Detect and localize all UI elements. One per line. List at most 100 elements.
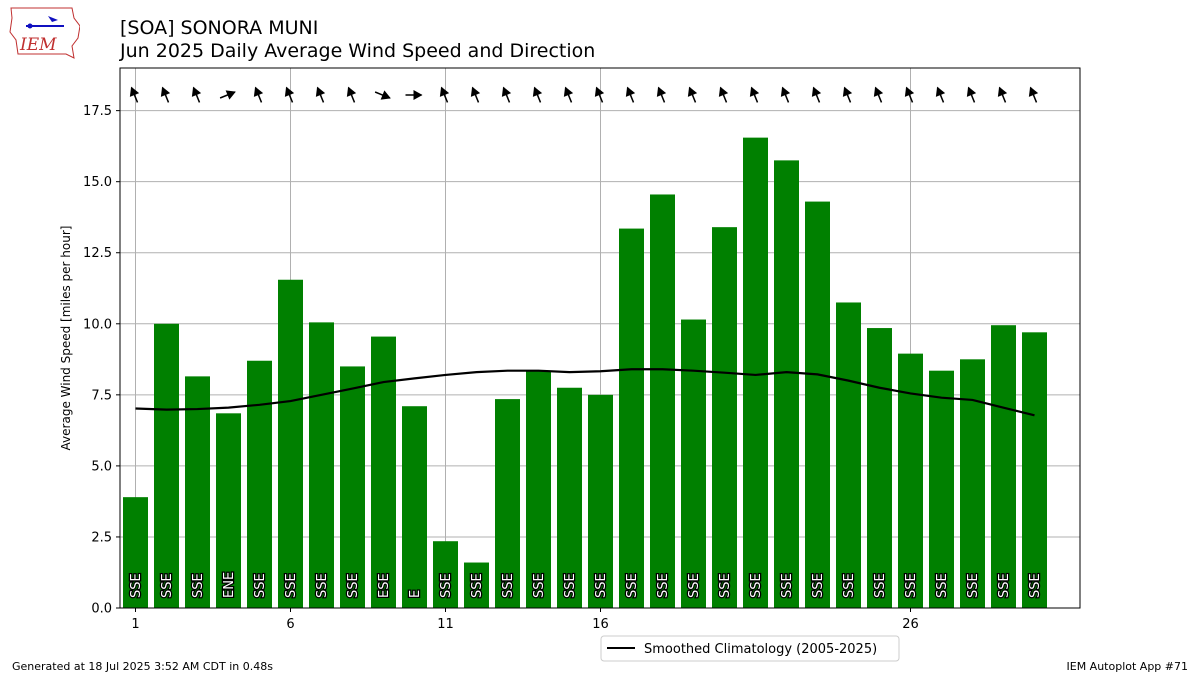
direction-label-day-2: SSE [160,573,175,598]
bar-day-1 [123,497,148,608]
direction-label-day-7: SSE [315,573,330,598]
direction-label-day-10: E [408,590,423,598]
direction-label-day-18: SSE [656,573,671,598]
y-tick-label: 15.0 [83,175,112,190]
direction-label-day-5: SSE [253,573,268,598]
bar-day-21 [743,137,768,608]
direction-label-day-13: SSE [501,573,516,598]
legend-box [600,635,900,662]
bar-day-6 [278,279,303,608]
iem-logo-graphic: IEM [9,7,80,59]
station-title: [SOA] SONORA MUNI [120,17,319,39]
direction-label-day-27: SSE [935,573,950,598]
direction-arrow-day-26 [904,86,915,103]
direction-label-day-6: SSE [284,573,299,598]
legend[interactable]: Smoothed Climatology (2005-2025) [600,635,900,662]
y-tick-label: 17.5 [83,104,112,119]
direction-label-day-16: SSE [594,573,609,598]
bar-day-27 [929,370,954,608]
direction-label-day-3: SSE [191,573,206,598]
y-tick-label: 10.0 [83,317,112,332]
y-tick-label: 12.5 [83,246,112,261]
direction-arrow-day-23 [811,86,822,103]
chart-title: Jun 2025 Daily Average Wind Speed and Di… [120,40,596,62]
direction-arrow-day-29 [997,86,1008,103]
direction-arrow-day-12 [470,86,481,103]
bar-day-20 [712,227,737,608]
y-tick-label: 0.0 [91,602,112,617]
x-tick-label: 1 [131,617,139,632]
direction-label-day-20: SSE [718,573,733,598]
bar-day-29 [991,325,1016,608]
bar-day-11 [433,541,458,608]
direction-arrow-day-15 [563,86,574,103]
bar-day-3 [185,376,210,608]
bars [123,137,1047,609]
direction-label-day-24: SSE [842,573,857,598]
direction-arrow-day-13 [501,86,512,103]
bar-day-26 [898,353,923,608]
direction-label-day-21: SSE [749,573,764,598]
x-axis: 1 6 11 16 26 [131,608,919,632]
direction-label-day-17: SSE [625,573,640,598]
direction-arrow-day-7 [315,86,326,103]
bar-day-8 [340,366,365,608]
direction-label-day-1: SSE [129,573,144,598]
bar-day-22 [774,160,799,609]
direction-label-day-14: SSE [532,573,547,598]
direction-label-day-11: SSE [439,573,454,598]
direction-arrow-day-11 [439,86,450,103]
bar-day-25 [867,328,892,608]
y-axis-label: Average Wind Speed [miles per hour] [59,226,73,451]
bar-day-19 [681,319,706,608]
bar-day-13 [495,399,520,608]
direction-label-day-30: SSE [1028,573,1043,598]
direction-arrow-day-24 [842,86,853,103]
direction-label-day-28: SSE [966,573,981,598]
bar-day-12 [464,562,489,608]
bar-day-23 [805,201,830,608]
direction-arrow-day-28 [966,86,977,103]
direction-arrow-day-18 [656,86,667,103]
bar-day-17 [619,228,644,608]
direction-arrow-day-17 [625,86,636,103]
direction-arrow-day-22 [780,86,791,103]
bar-day-7 [309,322,334,608]
climatology [135,368,1035,417]
direction-arrow-day-5 [253,86,264,103]
direction-label-day-22: SSE [780,573,795,598]
direction-label-day-25: SSE [873,573,888,598]
bar-day-5 [247,360,272,608]
direction-arrows [129,86,1039,103]
direction-label-day-23: SSE [811,573,826,598]
direction-arrow-day-16 [594,86,605,103]
direction-arrow-day-2 [160,86,171,103]
y-tick-label: 5.0 [91,459,112,474]
bar-day-4 [216,413,241,608]
bar-day-24 [836,302,861,608]
direction-arrow-day-25 [873,86,884,103]
x-tick-label: 6 [286,617,294,632]
direction-label-day-8: SSE [346,573,361,598]
direction-label-day-9: ESE [377,573,392,598]
y-tick-label: 7.5 [91,388,112,403]
direction-label-day-12: SSE [470,573,485,598]
bar-day-28 [960,359,985,608]
direction-arrow-day-21 [749,86,760,103]
bar-day-10 [402,406,427,608]
direction-arrow-day-1 [129,86,140,103]
direction-label-day-26: SSE [904,573,919,598]
app-id: IEM Autoplot App #71 [1066,660,1189,673]
x-tick-label: 26 [902,617,919,632]
x-tick-label: 16 [592,617,609,632]
direction-arrow-day-10 [405,90,423,100]
direction-labels: SSE SSE SSE ENE SSE SSE SSE SSE ESE E SSE SSE SSE SSE… [128,571,1045,600]
climatology-line [135,368,1035,417]
y-tick-label: 2.5 [91,530,112,545]
direction-label-day-15: SSE [563,573,578,598]
bar-day-30 [1022,332,1047,608]
direction-arrow-day-19 [687,86,698,103]
direction-arrow-day-8 [346,86,357,103]
bar-day-16 [588,394,613,608]
